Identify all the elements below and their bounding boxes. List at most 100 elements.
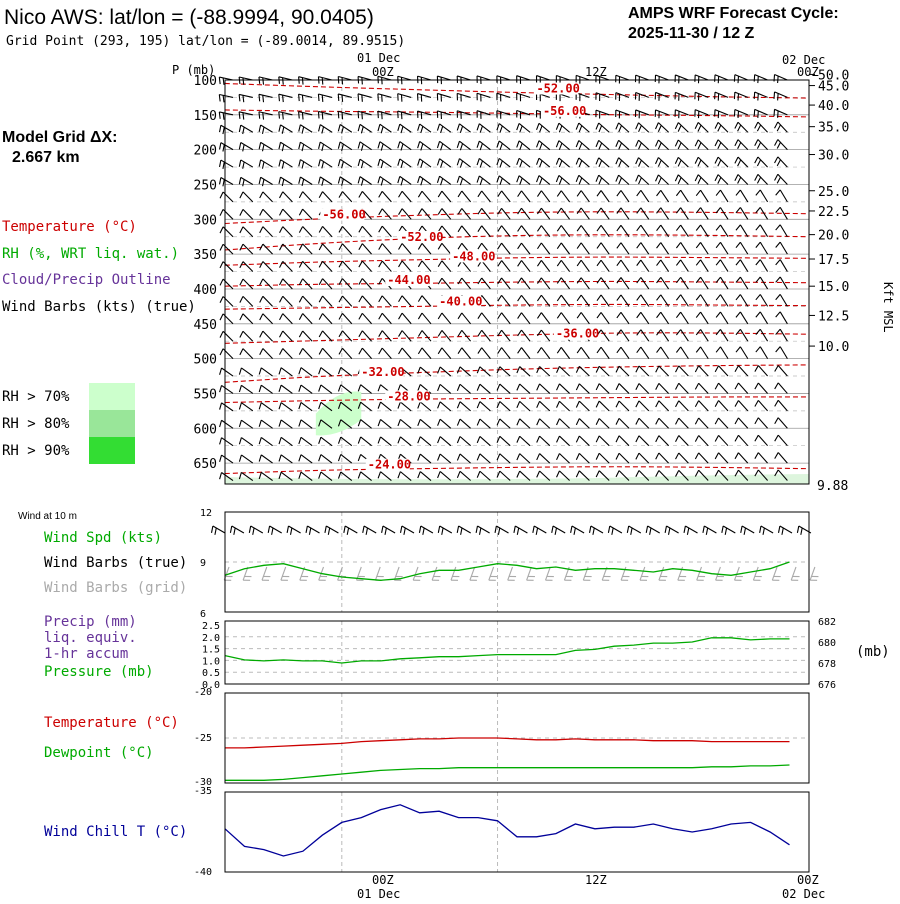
wind-barb (596, 453, 609, 463)
barb-feather (797, 526, 798, 533)
barb-shaft (621, 243, 629, 254)
barb-feather (608, 526, 609, 533)
barb-feather (280, 244, 283, 250)
barb-shaft (579, 453, 589, 463)
barb-feather (299, 209, 302, 215)
wind-barb (577, 208, 589, 219)
barb-shaft (659, 366, 669, 376)
barb-feather (279, 455, 281, 462)
barb-feather (763, 528, 764, 535)
barb-feather (684, 526, 685, 533)
barb-shaft (720, 312, 728, 324)
barb-shaft (659, 436, 669, 446)
barb-feather (676, 418, 679, 424)
barb-shaft (341, 385, 352, 394)
wind-barb (418, 419, 431, 428)
barb-shaft (740, 260, 747, 272)
barb-shaft (460, 384, 471, 393)
barb-shaft (303, 296, 313, 306)
barb-feather (559, 126, 562, 133)
height-tick: 25.0 (818, 185, 849, 200)
barb-feather (619, 143, 622, 149)
barb-feather (302, 112, 303, 119)
wind-barb (517, 401, 530, 410)
barb-feather (379, 209, 383, 215)
wind10-barb-true (552, 526, 565, 535)
windchill-panel: -35 -40 (194, 786, 809, 878)
wind-barb (734, 109, 747, 117)
wind-barb (716, 329, 728, 341)
barb-feather (695, 453, 698, 459)
barb-shaft (601, 312, 609, 323)
barb-feather (385, 528, 386, 535)
barb-feather (282, 179, 284, 186)
wind-barb (775, 435, 788, 446)
barb-feather (776, 347, 781, 352)
legend-temperature: Temperature (°C) (2, 219, 137, 235)
barb-feather (322, 78, 323, 85)
barb-feather (262, 179, 263, 186)
barb-shaft (760, 312, 767, 324)
barb-feather (223, 113, 224, 120)
barb-feather (220, 177, 221, 184)
barb-shaft (601, 260, 609, 271)
wind-barb (756, 329, 768, 341)
barb-shaft (619, 366, 629, 376)
barb-shaft (422, 348, 431, 359)
barb-feather (636, 401, 639, 407)
barb-feather (498, 278, 502, 284)
barb-shaft (362, 348, 371, 358)
barb-feather (577, 347, 581, 353)
barb-feather (378, 142, 380, 149)
barb-feather (378, 419, 380, 426)
wind-barb (399, 348, 412, 359)
barb-feather (552, 526, 553, 533)
barb-shaft (502, 243, 511, 254)
barb-shaft (521, 243, 530, 254)
barb-shaft (601, 243, 609, 254)
barb-shaft (301, 420, 312, 428)
wind-barb (635, 110, 648, 118)
wind-barb (617, 277, 629, 288)
barb-shaft (303, 192, 313, 202)
wind-barb (359, 226, 372, 236)
barb-feather (404, 528, 405, 535)
barb-shaft (502, 191, 511, 202)
wind10-barb-true (325, 526, 338, 535)
wind-barb (616, 436, 629, 446)
temp-dew-panel: -20 -25 -30 (194, 687, 809, 788)
barb-feather (220, 314, 223, 320)
wind-barb (656, 157, 669, 167)
wind-barb (675, 123, 688, 133)
barb-feather (437, 159, 439, 166)
barb-shaft (442, 330, 451, 341)
barb-feather (656, 383, 659, 389)
wind-barb (616, 93, 629, 101)
wind-barb (675, 140, 688, 150)
barb-feather (557, 295, 561, 301)
barb-feather (576, 401, 579, 407)
barb-shaft (261, 142, 273, 149)
barb-shaft (636, 110, 649, 115)
barb-feather (639, 160, 642, 166)
wind10-barb-true (438, 526, 451, 535)
barb-feather (517, 384, 520, 390)
barb-shaft (681, 208, 689, 220)
wind10-barb-true (760, 526, 773, 535)
barb-feather (676, 260, 680, 266)
barb-shaft (232, 526, 244, 533)
wind-barb (637, 277, 649, 289)
barb-feather (379, 226, 383, 232)
wind-barb (676, 330, 688, 342)
barb-shaft (375, 567, 380, 580)
barb-shaft (681, 242, 689, 254)
wind-barb (755, 435, 768, 445)
barb-shaft (261, 437, 272, 445)
wind-barb (240, 209, 253, 219)
wind-barb (734, 75, 747, 83)
barb-feather (260, 192, 263, 198)
wind-barb (577, 243, 589, 254)
barb-feather (328, 528, 329, 535)
barb-feather (755, 400, 758, 406)
barb-feather (476, 526, 477, 533)
